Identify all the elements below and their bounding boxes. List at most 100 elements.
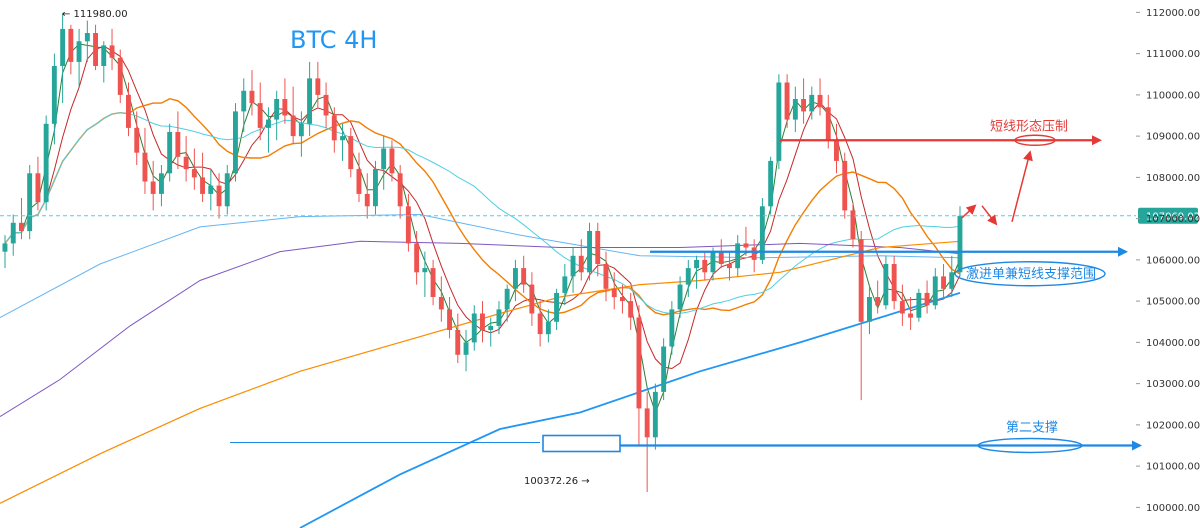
y-tick-label: 103000.00 xyxy=(1146,379,1200,390)
y-tick-label: 110000.00 xyxy=(1146,90,1200,101)
candle-body xyxy=(274,99,280,120)
candle xyxy=(331,107,337,153)
candle-body xyxy=(340,136,345,141)
candle-body xyxy=(603,264,609,289)
y-tick-label: 101000.00 xyxy=(1146,462,1200,473)
candle xyxy=(51,53,57,145)
candle xyxy=(307,61,312,137)
candle xyxy=(578,239,584,281)
candle-body xyxy=(776,82,782,161)
candle-body xyxy=(10,222,16,244)
candle xyxy=(883,255,889,310)
candle xyxy=(595,222,601,277)
candle-body xyxy=(710,251,716,273)
y-tick-label: 107000.00 xyxy=(1146,214,1200,225)
candle-body xyxy=(51,66,57,124)
candle-body xyxy=(331,115,337,141)
price-axis: 100000.00 101000.00 102000.00 103000.00 1040… xyxy=(1136,8,1200,514)
candle xyxy=(949,255,955,297)
candle xyxy=(834,123,839,174)
candle-body xyxy=(282,99,288,116)
second-support-label: 第二支撑 xyxy=(1006,421,1058,436)
candle-body xyxy=(908,313,913,318)
candle xyxy=(611,272,617,310)
candle-body xyxy=(224,173,230,207)
candle xyxy=(537,301,543,347)
candle-body xyxy=(348,136,354,170)
candle xyxy=(669,301,675,355)
candle-body xyxy=(488,325,494,330)
candle xyxy=(397,165,403,219)
candle xyxy=(768,156,774,215)
candle xyxy=(191,148,197,190)
candle-body xyxy=(93,33,98,66)
candle-body xyxy=(669,309,675,347)
ma-orange-line xyxy=(4,97,961,316)
candle xyxy=(43,115,49,211)
short-support-ellipse xyxy=(954,261,1106,287)
candle xyxy=(941,264,946,297)
y-tick-label: 104000.00 xyxy=(1146,338,1200,349)
candle xyxy=(414,231,420,285)
candle xyxy=(570,247,576,293)
candle xyxy=(405,193,411,252)
candle xyxy=(224,165,230,215)
candle-body xyxy=(751,247,757,260)
candle-body xyxy=(76,41,82,62)
candle xyxy=(282,78,288,124)
candle-body xyxy=(84,33,90,42)
candle xyxy=(35,156,41,211)
low-price-label: 100372.26 → xyxy=(524,476,590,487)
candle-body xyxy=(241,90,247,112)
y-tick-label: 105000.00 xyxy=(1146,297,1200,308)
candle-body xyxy=(784,82,790,120)
candle xyxy=(249,70,255,116)
candle xyxy=(10,214,16,256)
candle-body xyxy=(430,268,436,297)
candle xyxy=(101,41,107,83)
candle xyxy=(809,86,815,120)
resistance-label: 短线形态压制 xyxy=(990,119,1068,134)
candle-body xyxy=(504,288,510,310)
candle xyxy=(290,86,296,145)
ma-orange-long-line xyxy=(0,240,961,504)
candle-body xyxy=(858,239,864,322)
candle-body xyxy=(957,215,963,273)
candle xyxy=(389,140,395,182)
projection-arrow xyxy=(981,205,998,226)
candle-body xyxy=(68,28,74,62)
candle xyxy=(208,169,214,211)
candle xyxy=(126,82,131,137)
candle xyxy=(19,198,24,240)
resistance-ellipse xyxy=(1014,134,1056,146)
candle xyxy=(2,235,8,269)
candle xyxy=(899,284,905,326)
candle xyxy=(891,255,897,310)
candle-body xyxy=(702,259,708,273)
candle xyxy=(455,313,461,363)
candle xyxy=(93,24,98,71)
candle xyxy=(562,264,568,306)
candle-body xyxy=(727,264,732,269)
candle-body xyxy=(834,140,839,161)
candle xyxy=(348,127,354,178)
candle-body xyxy=(159,173,164,194)
candle-body xyxy=(27,173,33,232)
candle xyxy=(134,111,140,165)
candle xyxy=(759,198,765,264)
candle xyxy=(463,330,469,372)
candle-body xyxy=(875,297,881,306)
candle xyxy=(159,165,164,207)
candle xyxy=(356,152,362,203)
candle xyxy=(545,309,551,343)
candle xyxy=(142,127,148,194)
candle-body xyxy=(266,119,271,128)
candle-body xyxy=(397,173,403,207)
candle-body xyxy=(644,408,650,438)
candle xyxy=(932,268,938,310)
candle-body xyxy=(759,206,765,260)
candle xyxy=(677,276,683,318)
candle xyxy=(957,206,963,277)
candle-body xyxy=(175,132,181,157)
